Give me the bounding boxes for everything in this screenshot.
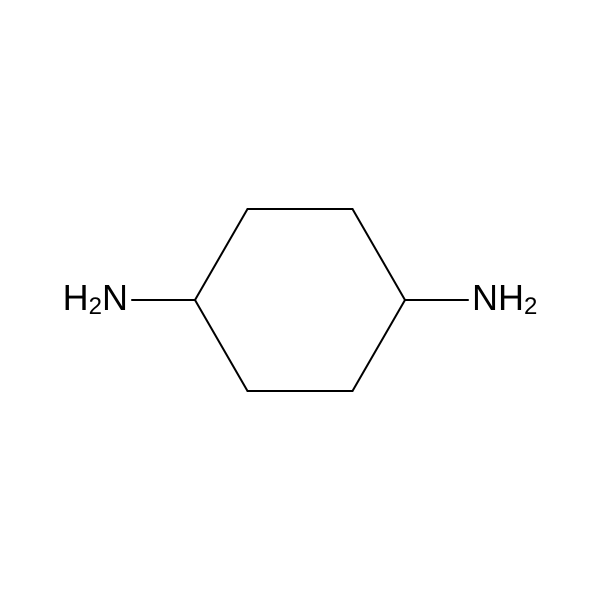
left-amine-label: H2N <box>63 277 128 321</box>
bond <box>353 209 406 300</box>
bond <box>195 209 248 300</box>
chemical-structure-diagram: H2N NH2 <box>0 0 600 600</box>
right-amine-label: NH2 <box>472 277 537 321</box>
bond <box>353 300 406 391</box>
bond <box>195 300 248 391</box>
